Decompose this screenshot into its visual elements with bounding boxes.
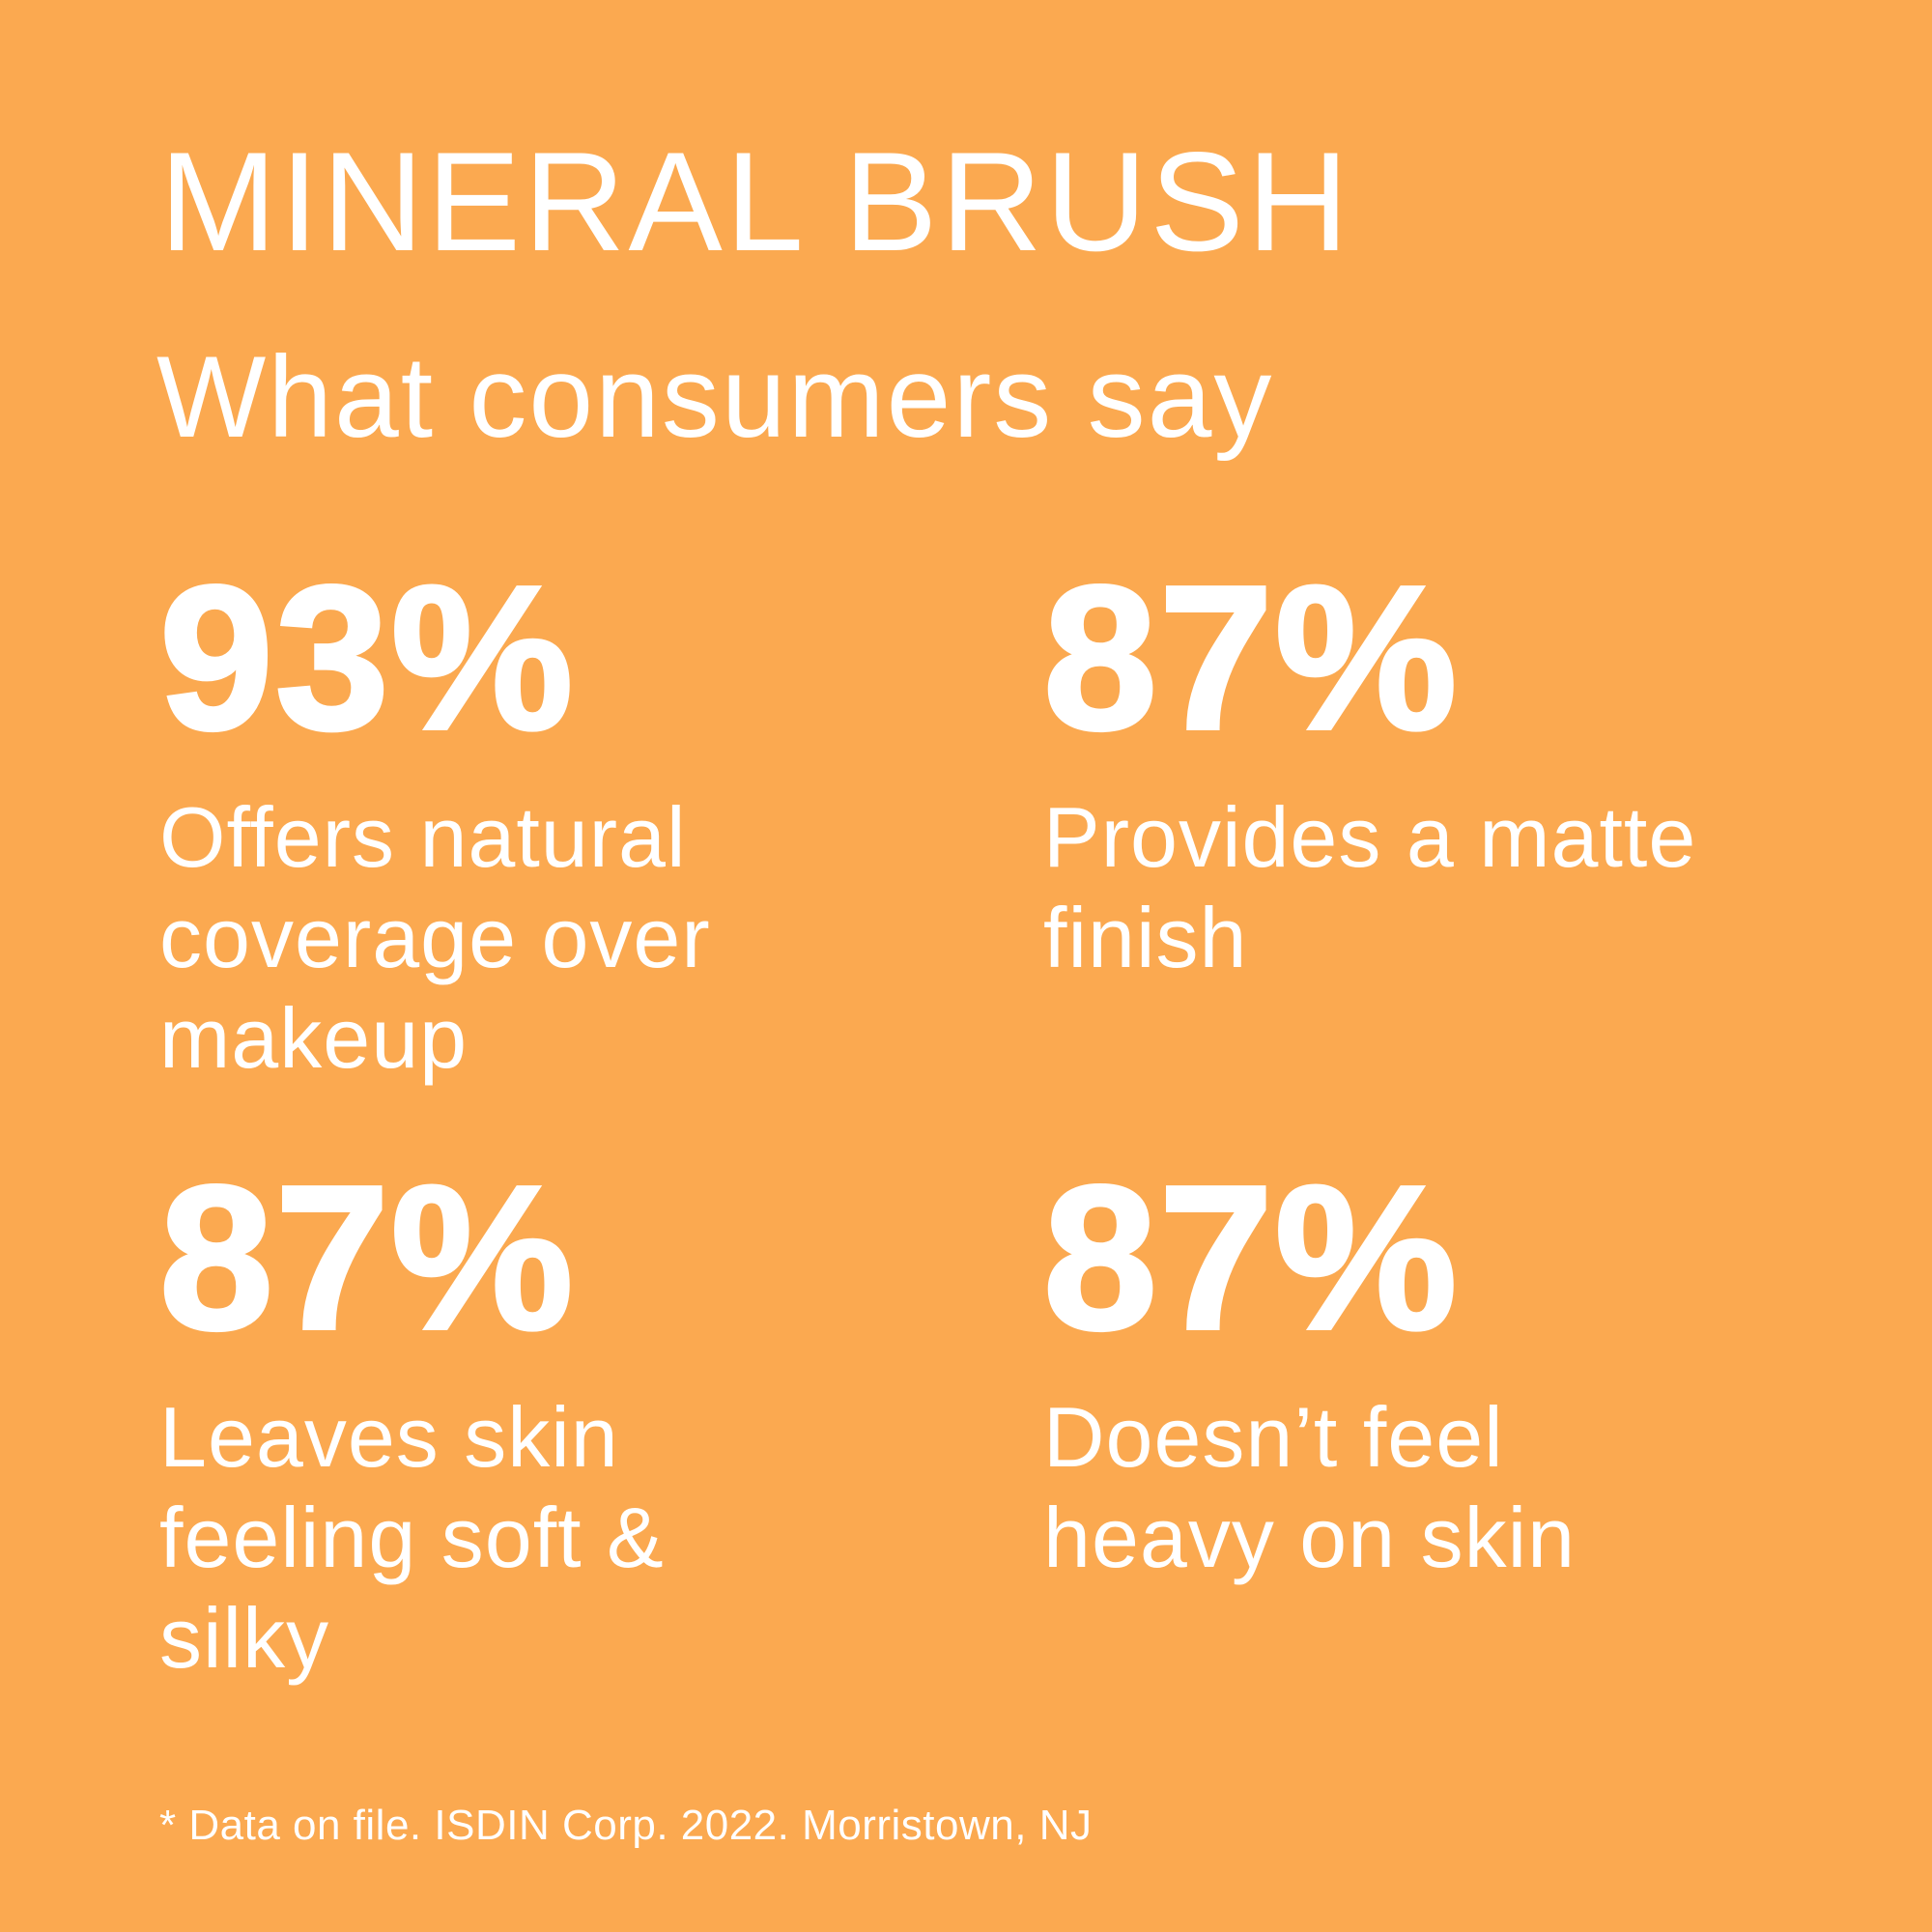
stat-description: Leaves skin feeling soft & silky <box>159 1389 665 1686</box>
page-title: MINERAL BRUSH <box>159 123 1352 280</box>
stat-soft-silky: 87% Leaves skin feeling soft & silky <box>157 1143 961 1688</box>
page-subtitle: What consumers say <box>156 332 1274 462</box>
stat-value: 87% <box>1041 1143 1460 1372</box>
stat-description: Provides a matte finish <box>1043 789 1697 985</box>
stat-value: 87% <box>157 1143 576 1372</box>
stat-natural-coverage: 93% Offers natural coverage over makeup <box>157 543 961 1088</box>
stat-value: 87% <box>1041 543 1460 772</box>
stat-description: Doesn’t feel heavy on skin <box>1043 1389 1577 1585</box>
stat-not-heavy: 87% Doesn’t feel heavy on skin <box>1041 1143 1845 1588</box>
stat-value: 93% <box>157 543 576 772</box>
stat-matte-finish: 87% Provides a matte finish <box>1041 543 1845 988</box>
stat-description: Offers natural coverage over makeup <box>159 789 711 1086</box>
disclaimer-text: * Data on file. ISDIN Corp. 2022. Morris… <box>159 1802 1093 1849</box>
